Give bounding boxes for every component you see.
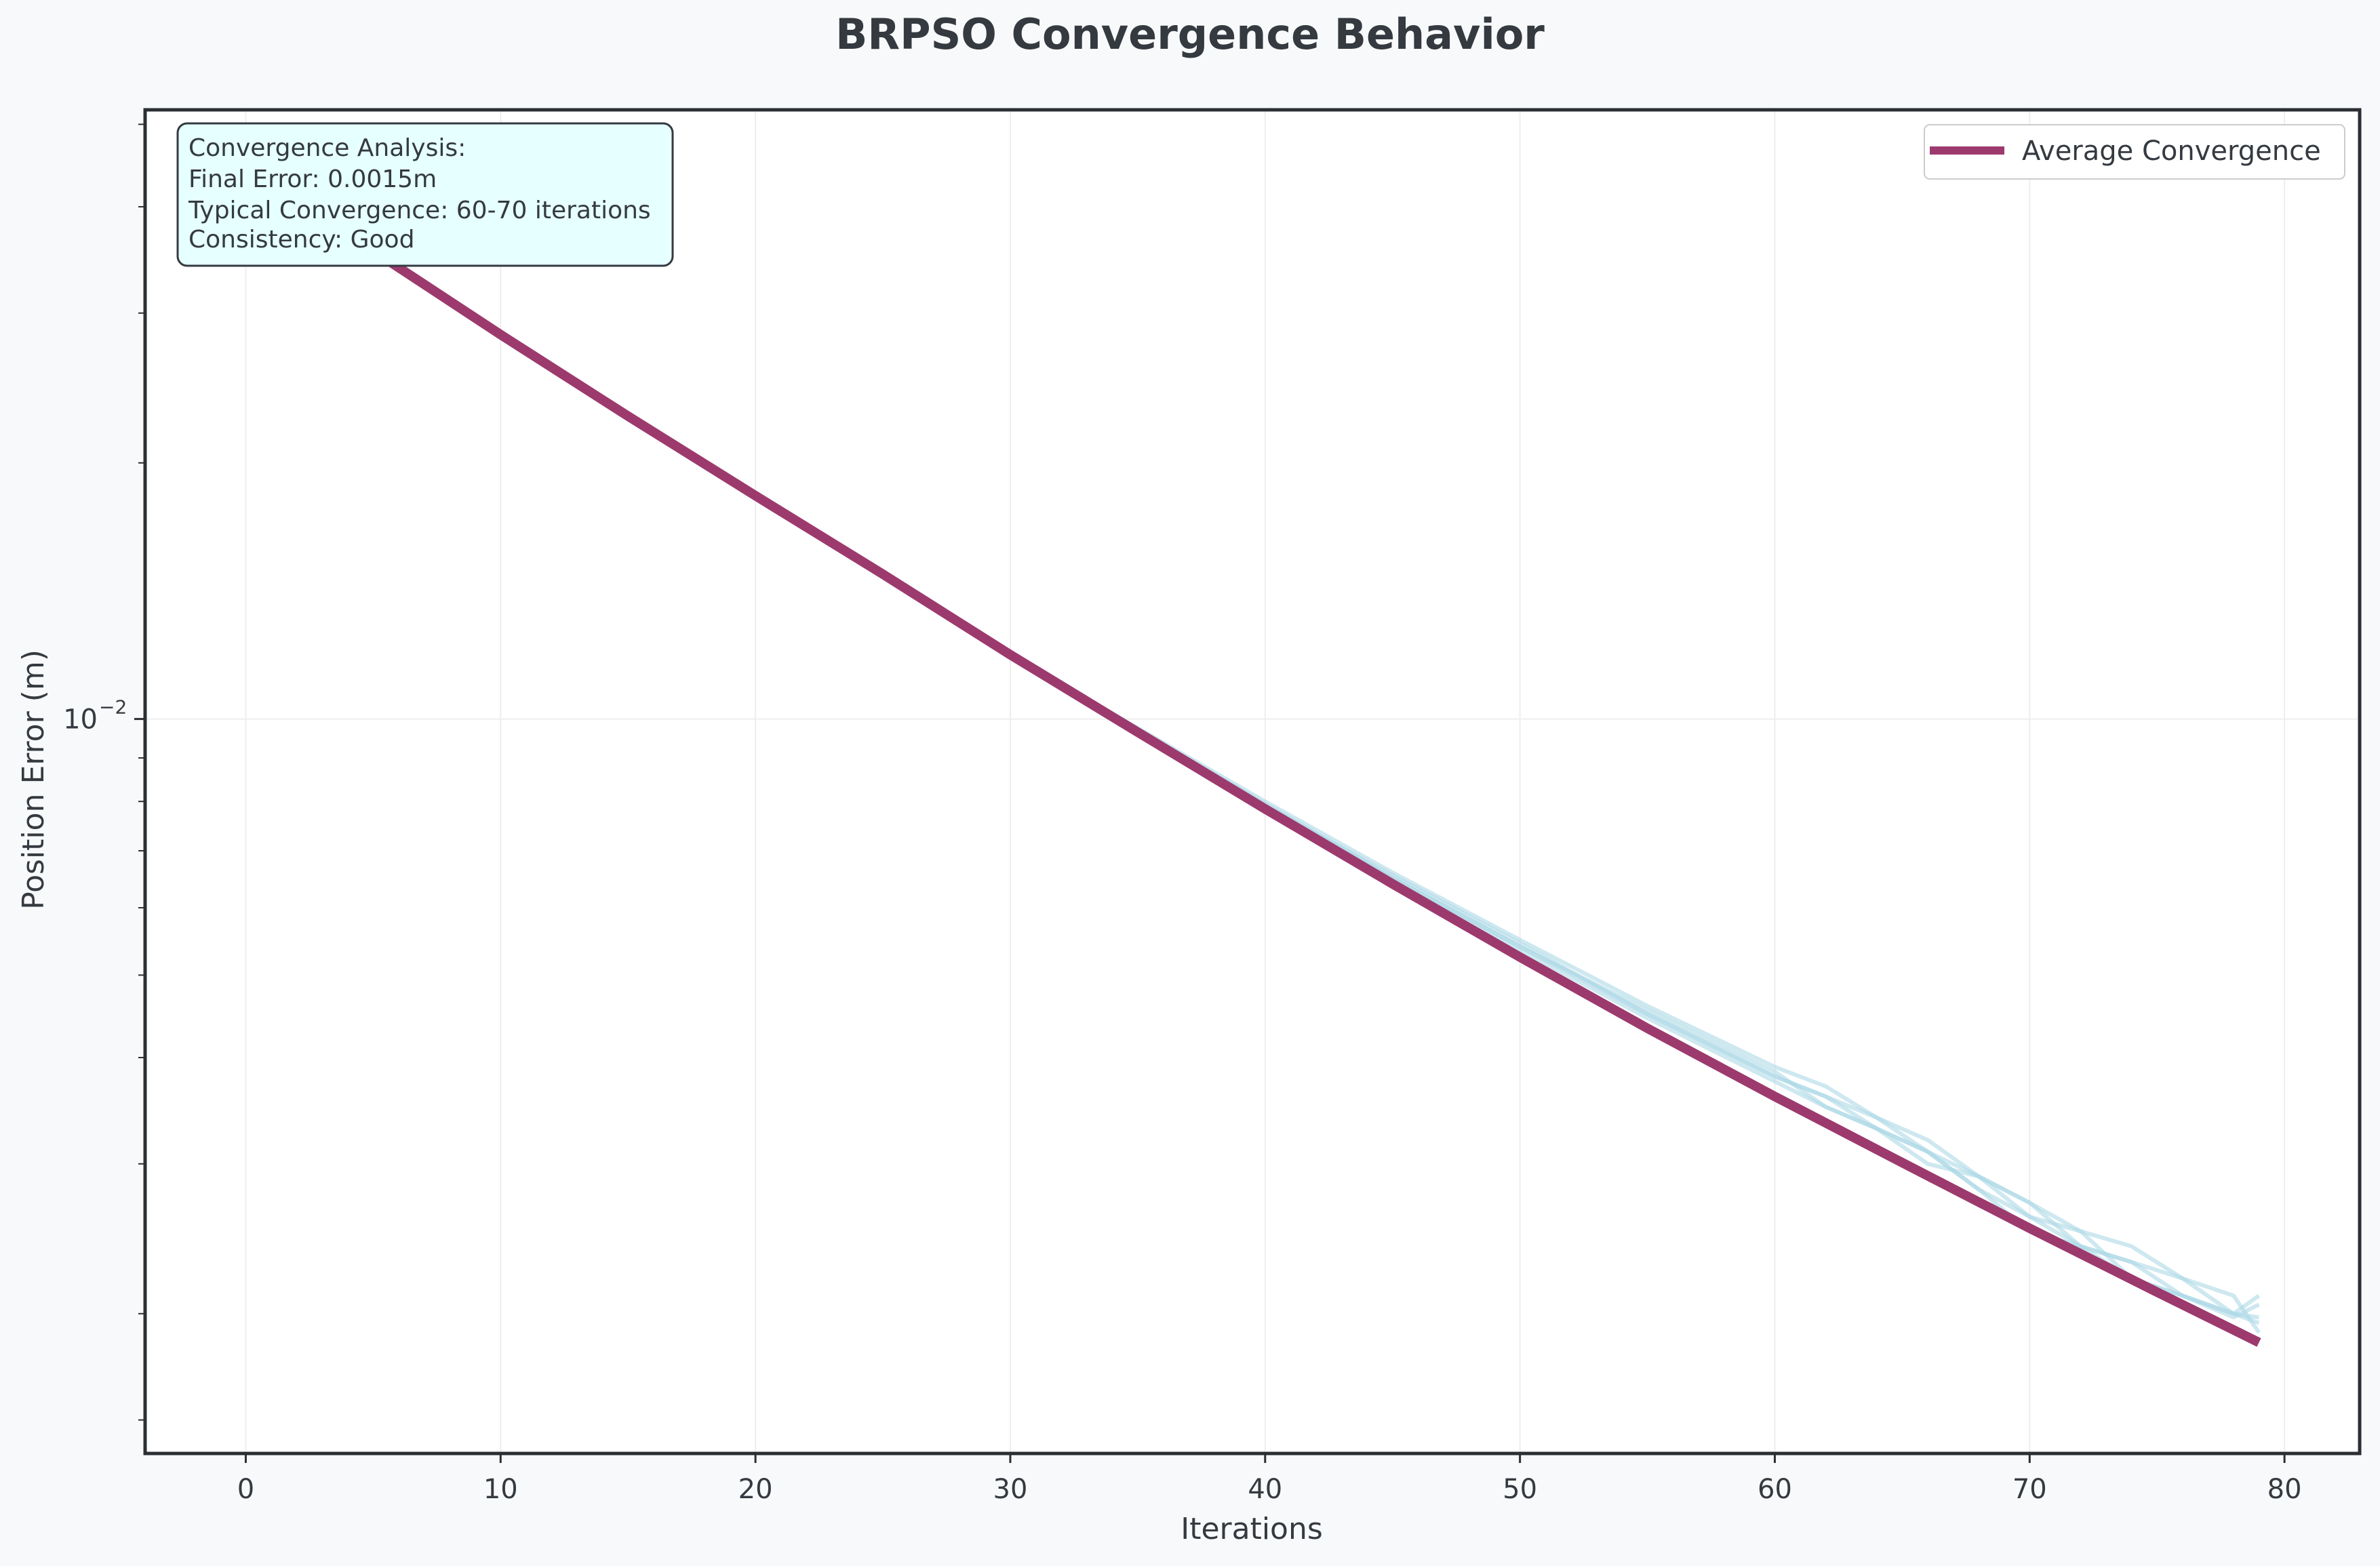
x-tick-label: 60 — [1758, 1474, 1792, 1505]
annotation-box: Convergence Analysis: Final Error: 0.001… — [176, 122, 674, 267]
x-tick-label: 0 — [237, 1474, 254, 1505]
x-tick-label: 30 — [993, 1474, 1028, 1505]
x-axis-label: Iterations — [1181, 1512, 1323, 1546]
plot-area — [145, 110, 2360, 1453]
legend-box — [1924, 124, 2345, 180]
annotation-line-4: Consistency: Good — [189, 226, 414, 254]
annotation-line-3: Typical Convergence: 60-70 iterations — [188, 197, 651, 224]
annotation-line-1: Convergence Analysis: — [189, 134, 466, 162]
grid — [145, 110, 2360, 1453]
average-line-group — [243, 167, 2261, 1347]
x-tick-label: 10 — [483, 1474, 518, 1505]
x-tick-label: 70 — [2012, 1474, 2047, 1505]
x-tick-label: 40 — [1248, 1474, 1282, 1505]
annotation-line-2: Final Error: 0.0015m — [189, 165, 437, 193]
y-axis-ticks: 10 −2 — [63, 123, 145, 1421]
annotation-background — [176, 122, 674, 267]
y-axis-label: Position Error (m) — [16, 649, 51, 910]
x-tick-label: 80 — [2267, 1474, 2302, 1505]
plot-frame — [143, 108, 2362, 1455]
x-axis-ticks: 0 10 20 30 40 50 60 70 80 — [237, 1453, 2302, 1505]
x-tick-label: 20 — [738, 1474, 773, 1505]
legend: Average Convergence — [1924, 124, 2345, 180]
x-tick-label: 50 — [1503, 1474, 1537, 1505]
y-tick-label-base: 10 — [63, 704, 98, 736]
legend-label-average: Average Convergence — [2022, 136, 2321, 167]
chart-title: BRPSO Convergence Behavior — [835, 9, 1545, 59]
average-convergence-line — [243, 167, 2261, 1347]
y-tick-label-exponent: −2 — [99, 696, 127, 719]
